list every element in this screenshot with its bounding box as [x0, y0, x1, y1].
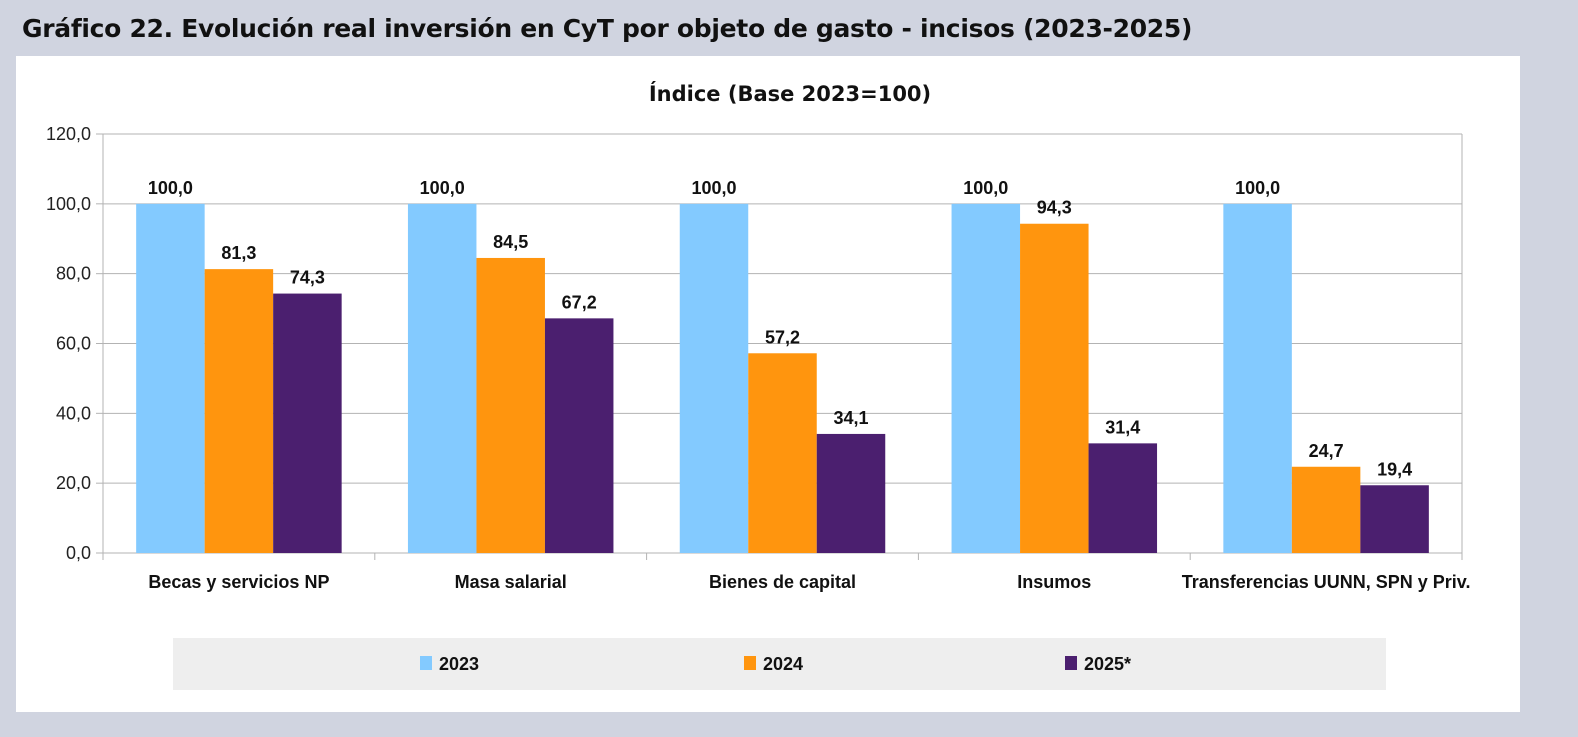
y-tick-label: 60,0: [56, 334, 91, 354]
category-label: Insumos: [1017, 572, 1091, 592]
data-label: 94,3: [1037, 198, 1072, 218]
bar-2023-4: [1223, 203, 1292, 554]
bar-2023-1: [407, 203, 477, 554]
legend: 2023 2024 2025*: [173, 638, 1386, 690]
legend-swatch-2025: [1065, 656, 1077, 670]
bar-2025-1: [544, 318, 614, 553]
legend-swatch-2023: [420, 656, 432, 670]
y-axis-ticks: 0,0 20,0 40,0 60,0 80,0 100,0 120,0: [46, 124, 91, 563]
data-label: 74,3: [290, 268, 325, 288]
legend-label: 2025*: [1084, 654, 1131, 674]
chart-title: Índice (Base 2023=100): [649, 81, 931, 106]
category-label: Bienes de capital: [709, 572, 856, 592]
bar-2024-2: [748, 353, 817, 553]
bars: [136, 203, 1429, 554]
y-tick-label: 20,0: [56, 473, 91, 493]
y-tick-label: 0,0: [66, 543, 91, 563]
data-label: 81,3: [221, 243, 256, 263]
category-labels: Becas y servicios NP Masa salarial Bienes …: [148, 572, 1470, 592]
y-tick-label: 80,0: [56, 264, 91, 284]
data-label: 31,4: [1105, 417, 1140, 437]
legend-label: 2024: [763, 654, 803, 674]
bar-2023-0: [136, 203, 205, 554]
bar-2025-0: [273, 293, 342, 553]
legend-box: [173, 638, 1386, 690]
bar-2024-0: [204, 269, 274, 553]
data-label: 34,1: [833, 408, 868, 428]
bar-2025-3: [1088, 443, 1158, 553]
category-label: Masa salarial: [455, 572, 567, 592]
data-label: 100,0: [420, 178, 465, 198]
bar-2024-3: [1020, 223, 1089, 553]
legend-swatch-2024: [744, 656, 756, 670]
data-label: 100,0: [1235, 178, 1280, 198]
bar-2023-2: [679, 203, 749, 554]
y-tick-label: 100,0: [46, 194, 91, 214]
category-label: Becas y servicios NP: [148, 572, 329, 592]
data-label: 24,7: [1309, 441, 1344, 461]
bar-2025-2: [816, 433, 886, 553]
y-tick-label: 120,0: [46, 124, 91, 144]
data-label: 100,0: [691, 178, 736, 198]
figure-title: Gráfico 22. Evolución real inversión en …: [22, 14, 1193, 43]
data-label: 67,2: [562, 292, 597, 312]
bar-2023-3: [951, 203, 1021, 554]
category-label: Transferencias UUNN, SPN y Priv.: [1182, 572, 1471, 592]
legend-label: 2023: [439, 654, 479, 674]
data-labels: 100,0 81,3 74,3 100,0 84,5 67,2 100,0 57,2 34,1 1…: [148, 178, 1412, 479]
data-label: 19,4: [1377, 459, 1412, 479]
bar-2024-1: [476, 257, 545, 553]
bar-2024-4: [1291, 466, 1361, 553]
data-label: 57,2: [765, 327, 800, 347]
bar-2025-4: [1360, 485, 1429, 553]
data-label: 100,0: [963, 178, 1008, 198]
data-label: 100,0: [148, 178, 193, 198]
data-label: 84,5: [493, 232, 528, 252]
y-tick-label: 40,0: [56, 403, 91, 423]
